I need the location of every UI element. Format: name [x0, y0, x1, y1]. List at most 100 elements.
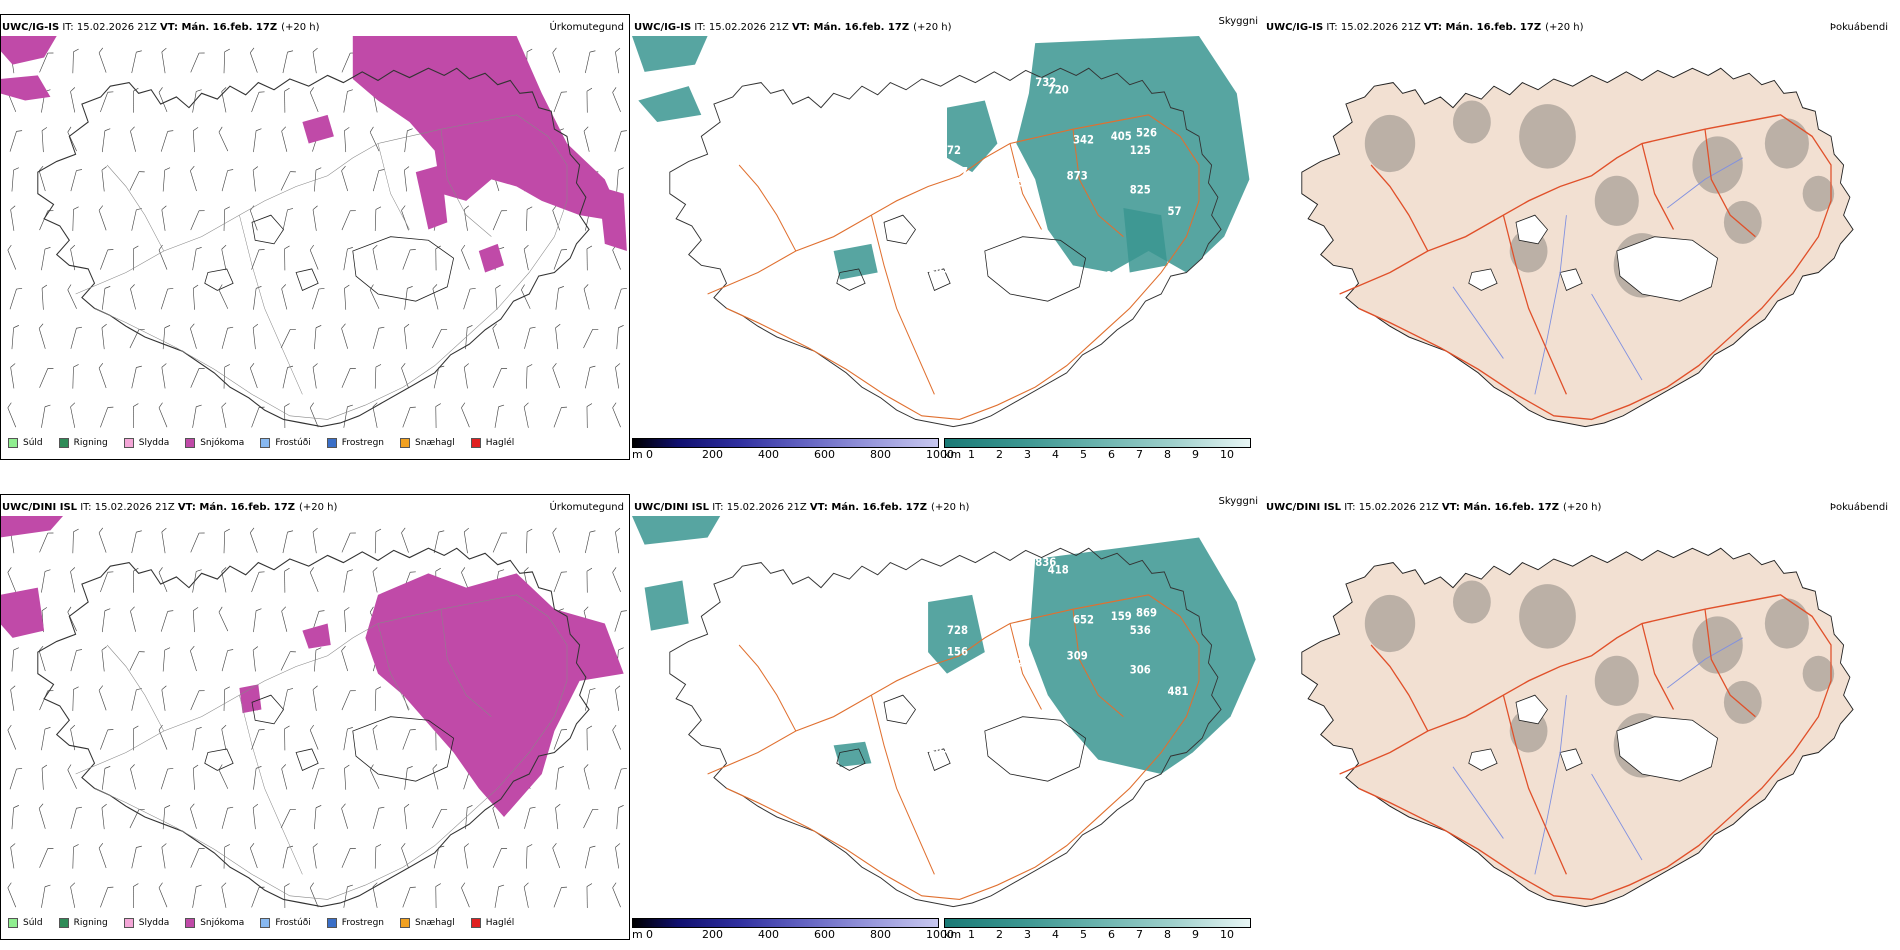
- wind-barb: [190, 645, 197, 672]
- wind-barb: [221, 649, 234, 672]
- wind-barb: [374, 686, 382, 711]
- colorbar-tick-label: 5: [1080, 928, 1087, 941]
- wind-barb: [526, 528, 533, 554]
- wind-barb: [585, 365, 596, 389]
- wind-barb: [343, 247, 353, 271]
- panel-title: Úrkomutegund: [549, 22, 624, 33]
- wind-barb: [344, 764, 350, 790]
- wind-barb: [492, 847, 508, 868]
- wind-barb: [616, 805, 624, 830]
- road-line: [1009, 623, 1042, 710]
- visibility-value-label: 125: [1130, 144, 1151, 158]
- wind-barb: [374, 364, 382, 389]
- visibility-area: [928, 594, 985, 674]
- wind-barb: [221, 326, 234, 349]
- wind-barb: [41, 884, 51, 908]
- legend-item: Frostregn: [326, 438, 384, 448]
- wind-barb: [190, 803, 197, 829]
- glacier-outline: [352, 236, 455, 302]
- wind-barb: [251, 571, 265, 593]
- visibility-value-label: 836: [1035, 556, 1056, 570]
- wind-barb: [100, 406, 114, 428]
- colorbar-tick-label: 800: [870, 928, 891, 941]
- legend-swatch: [185, 438, 196, 448]
- wind-barb: [158, 724, 168, 750]
- map-canvas: [0, 36, 630, 466]
- panel-fog-index: UWC/IG-IS IT: 15.02.2026 21Z VT: Mán. 16…: [1264, 14, 1894, 466]
- road-line: [1502, 214, 1567, 395]
- snow-area: [239, 684, 262, 714]
- wind-barb: [72, 48, 79, 74]
- wind-barb: [7, 882, 17, 908]
- wind-barb: [312, 767, 325, 790]
- precip-type-legend: Súld Rigning Slydda Snjókoma Frostúði Frostre…: [8, 918, 514, 928]
- wind-barb: [67, 606, 77, 632]
- colorbar-tick-label: 3: [1024, 928, 1031, 941]
- wind-barb: [252, 323, 259, 350]
- glacier-outline: [1559, 268, 1583, 291]
- wind-barb: [612, 87, 621, 113]
- wind-barb: [223, 528, 230, 554]
- wind-barb: [284, 567, 290, 593]
- glacier-outline: [295, 748, 319, 771]
- colorbar-tick-label: 3: [1024, 448, 1031, 461]
- wind-barb: [253, 608, 262, 633]
- visibility-value-label: 652: [1073, 613, 1094, 627]
- wind-barb: [312, 47, 318, 74]
- wind-barb: [344, 284, 350, 310]
- wind-barb: [369, 284, 380, 309]
- glacier-outline: [251, 214, 284, 245]
- wind-barb: [586, 87, 593, 113]
- wind-barb: [101, 286, 111, 310]
- wind-barb: [190, 847, 205, 868]
- visibility-value-label: 10: [1098, 269, 1112, 283]
- road-line: [377, 143, 410, 230]
- visibility-km-unit: km: [944, 928, 962, 941]
- colorbar-tick-label: 2: [996, 928, 1003, 941]
- legend-item: Haglél: [470, 918, 514, 928]
- wind-barb: [251, 249, 265, 270]
- wind-barb: [101, 323, 107, 350]
- glacier-outline: [204, 748, 234, 771]
- colorbar-tick-label: 9: [1192, 448, 1199, 461]
- model-name: UWC/DINI ISL: [2, 502, 78, 513]
- wind-barb: [494, 884, 505, 908]
- wind-barb: [192, 404, 202, 428]
- wind-barb: [67, 284, 77, 309]
- wind-barb: [39, 532, 54, 553]
- wind-barb: [402, 249, 416, 270]
- wind-barb: [98, 685, 107, 711]
- legend-item: Snjókoma: [185, 918, 244, 928]
- wind-barb: [343, 884, 353, 908]
- legend-label: Snæhagl: [415, 918, 455, 928]
- fog-shading: [1519, 104, 1576, 169]
- legend-swatch: [58, 918, 69, 928]
- snow-area: [352, 36, 624, 223]
- wind-barb: [252, 166, 259, 192]
- snow-area: [478, 243, 504, 273]
- wind-barb: [372, 169, 385, 192]
- wind-barb: [98, 47, 107, 73]
- wind-barb: [160, 610, 174, 632]
- wind-barb: [249, 527, 258, 553]
- glacier-outline: [1468, 748, 1498, 771]
- wind-barb: [252, 646, 259, 672]
- snow-area: [0, 75, 51, 101]
- wind-barb: [341, 210, 356, 231]
- wind-barb: [72, 206, 79, 231]
- forecast-header: UWC/DINI ISL IT: 15.02.2026 21Z VT: Mán.…: [634, 502, 969, 514]
- wind-barb: [553, 91, 567, 113]
- wind-barb: [160, 767, 174, 790]
- river-line: [1591, 773, 1643, 861]
- wind-barb: [284, 87, 290, 113]
- wind-barb: [461, 402, 470, 428]
- wind-barb: [553, 406, 567, 428]
- wind-barb: [341, 645, 348, 672]
- panel-precip-type: UWC/IG-IS IT: 15.02.2026 21Z VT: Mán. 16…: [0, 14, 630, 466]
- fog-shading: [1364, 114, 1416, 173]
- wind-barb: [586, 245, 593, 271]
- wind-barb: [133, 403, 139, 429]
- wind-barb: [280, 171, 296, 191]
- panel-frame: [0, 494, 630, 940]
- wind-barb: [555, 803, 561, 830]
